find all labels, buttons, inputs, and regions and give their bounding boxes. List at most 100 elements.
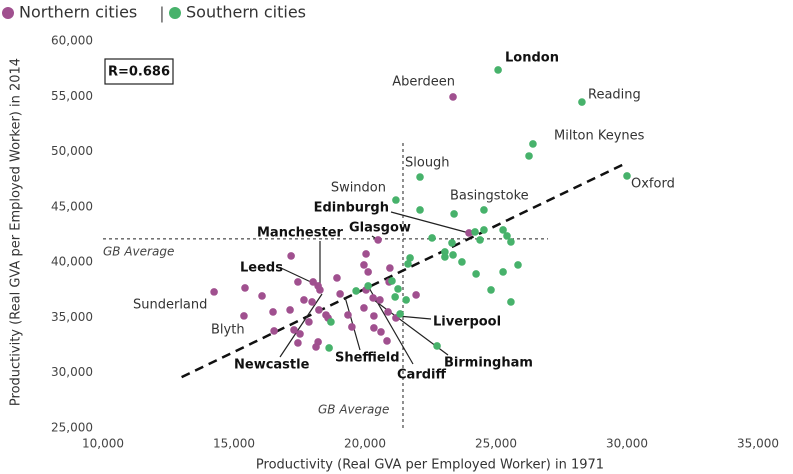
annotation: Reading <box>588 88 641 103</box>
annotation: Newcastle <box>234 358 310 373</box>
point <box>404 260 412 268</box>
point <box>312 343 320 351</box>
point <box>487 286 495 294</box>
y-tick-label: 55,000 <box>51 89 93 103</box>
point <box>308 298 316 306</box>
point <box>386 264 394 272</box>
point <box>472 270 480 278</box>
point <box>336 290 344 298</box>
point <box>383 337 391 345</box>
point <box>465 229 473 237</box>
point <box>458 258 466 266</box>
y-axis-label: Productivity (Real GVA per Employed Work… <box>9 58 24 406</box>
reference-label: GB Average <box>318 403 389 417</box>
point <box>525 152 533 160</box>
annotation: Blyth <box>211 323 245 338</box>
leader-line <box>397 315 432 320</box>
annotation: Sunderland <box>133 298 207 313</box>
point <box>240 312 248 320</box>
point <box>503 232 511 240</box>
point <box>396 310 404 318</box>
point <box>416 206 424 214</box>
legend-label: Southern cities <box>186 3 306 22</box>
annotation: Milton Keynes <box>554 129 645 144</box>
point <box>480 226 488 234</box>
point <box>287 252 295 260</box>
point <box>433 342 441 350</box>
point <box>333 274 341 282</box>
point <box>388 277 396 285</box>
legend-marker <box>2 7 14 19</box>
point <box>352 287 360 295</box>
point <box>507 298 515 306</box>
point <box>360 261 368 269</box>
point <box>374 236 382 244</box>
leader-line <box>280 267 314 284</box>
annotation: Edinburgh <box>314 201 389 216</box>
point <box>406 254 414 262</box>
point <box>286 306 294 314</box>
point <box>578 98 586 106</box>
point <box>290 326 298 334</box>
point <box>370 312 378 320</box>
point <box>362 250 370 258</box>
legend-marker <box>169 7 181 19</box>
point <box>270 327 278 335</box>
point <box>480 206 488 214</box>
point <box>294 339 302 347</box>
x-tick-label: 25,000 <box>475 437 517 451</box>
point <box>258 292 266 300</box>
annotation: Leeds <box>240 261 283 276</box>
point <box>377 328 385 336</box>
point <box>364 268 372 276</box>
point <box>494 66 502 74</box>
correlation-box <box>104 58 174 85</box>
point <box>296 330 304 338</box>
point <box>391 293 399 301</box>
y-tick-label: 50,000 <box>51 144 93 158</box>
point <box>294 278 302 286</box>
point <box>315 306 323 314</box>
y-tick-label: 35,000 <box>51 310 93 324</box>
point <box>507 238 515 246</box>
point <box>305 318 313 326</box>
point <box>471 228 479 236</box>
annotation: Sheffield <box>335 351 400 366</box>
point <box>376 296 384 304</box>
y-tick-label: 40,000 <box>51 255 93 269</box>
point <box>449 93 457 101</box>
annotation: Basingstoke <box>450 189 529 204</box>
y-tick-label: 45,000 <box>51 199 93 213</box>
point <box>450 210 458 218</box>
x-tick-label: 35,000 <box>737 437 779 451</box>
point <box>241 284 249 292</box>
leader-line <box>390 211 470 234</box>
annotation: Cardiff <box>397 368 446 383</box>
point <box>370 324 378 332</box>
x-tick-label: 15,000 <box>213 437 255 451</box>
point <box>394 285 402 293</box>
annotation: Liverpool <box>433 315 501 330</box>
point <box>529 140 537 148</box>
annotation: London <box>505 51 559 66</box>
reference-label: GB Average <box>103 244 174 258</box>
point <box>300 296 308 304</box>
x-axis-label: Productivity (Real GVA per Employed Work… <box>256 458 604 473</box>
annotation: Oxford <box>631 177 675 192</box>
point <box>384 308 392 316</box>
legend-separator: | <box>159 4 164 23</box>
trend-line <box>181 161 628 379</box>
leader-line <box>279 293 323 358</box>
annotation: Swindon <box>331 181 386 196</box>
annotation: Manchester <box>257 226 344 241</box>
x-tick-label: 20,000 <box>344 437 386 451</box>
point <box>428 234 436 242</box>
point <box>360 304 368 312</box>
point <box>514 261 522 269</box>
y-tick-label: 30,000 <box>51 365 93 379</box>
legend-label: Northern cities <box>19 3 137 22</box>
point <box>344 311 352 319</box>
point <box>499 268 507 276</box>
point <box>476 236 484 244</box>
